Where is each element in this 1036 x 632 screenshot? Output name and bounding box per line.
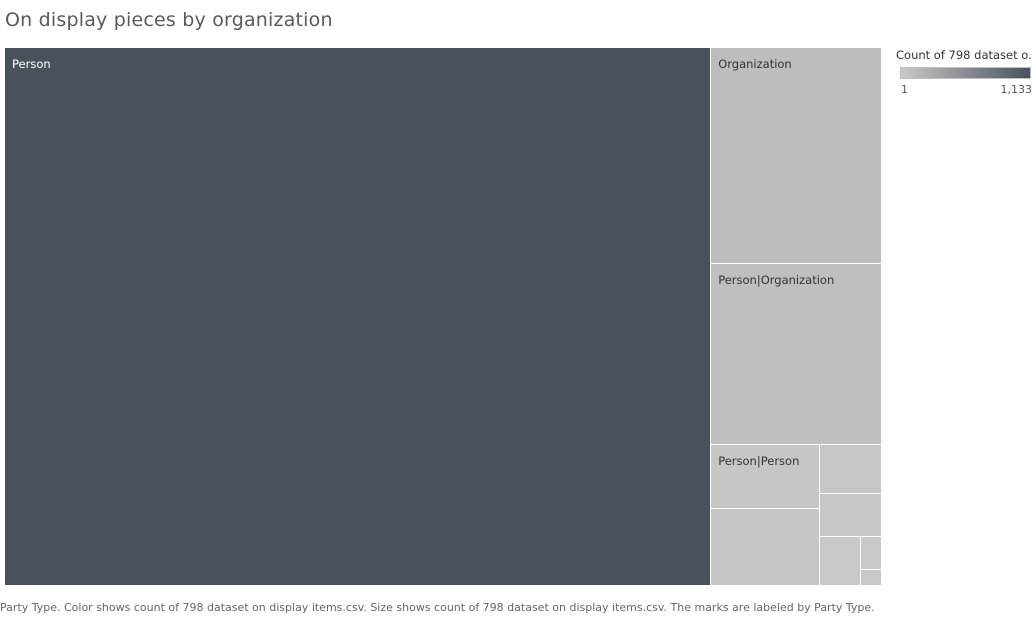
legend-title: Count of 798 dataset o.. — [896, 48, 1032, 62]
treemap-tile[interactable]: Person|Person — [711, 444, 821, 510]
treemap: Person Organization Person|Organization Per… — [5, 48, 882, 586]
treemap-tile[interactable] — [861, 537, 882, 570]
tile-label: Person|Person — [718, 453, 800, 468]
tile-label: Organization — [718, 57, 792, 71]
treemap-tile[interactable]: Person|Organization — [711, 263, 882, 445]
color-legend: Count of 798 dataset o.. 1 1,133 — [896, 48, 1032, 97]
chart-title: On display pieces by organization — [5, 9, 333, 31]
treemap-tile[interactable] — [820, 444, 882, 494]
chart-caption: Party Type. Color shows count of 798 dat… — [0, 601, 875, 614]
legend-min-label: 1 — [901, 83, 908, 96]
legend-color-ramp — [900, 67, 1031, 79]
legend-max-label: 1,133 — [1000, 83, 1033, 96]
tile-label: Person — [12, 57, 51, 71]
treemap-tile[interactable] — [861, 569, 882, 586]
legend-ticks: 1 1,133 — [896, 83, 1032, 97]
treemap-tile[interactable] — [820, 493, 882, 538]
treemap-tile[interactable]: Organization — [711, 48, 882, 264]
treemap-tile[interactable] — [820, 537, 862, 586]
treemap-tile[interactable]: Person — [5, 48, 712, 586]
tile-label: Person|Organization — [718, 272, 835, 287]
treemap-tile[interactable] — [711, 509, 821, 586]
